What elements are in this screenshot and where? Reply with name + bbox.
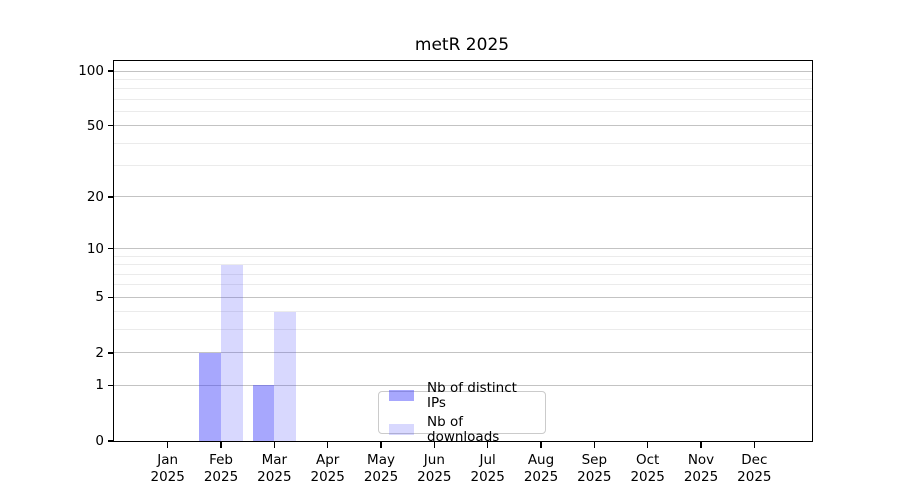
minor-gridline [114, 110, 812, 112]
major-gridline [114, 125, 812, 127]
x-tick-mark [326, 442, 329, 448]
y-tick-label: 20 [86, 188, 104, 205]
x-tick-label-oct: Oct 2025 [630, 452, 665, 485]
minor-gridline [114, 142, 812, 144]
x-tick-mark [700, 442, 702, 448]
x-tick-mark [380, 442, 382, 448]
major-gridline [114, 196, 812, 198]
y-tick-mark [108, 125, 114, 127]
legend-swatch-distinct-ips [389, 390, 414, 401]
x-tick-mark [486, 442, 489, 448]
y-tick-label: 2 [95, 344, 104, 361]
x-tick-mark [540, 442, 542, 448]
x-tick-label-nov: Nov 2025 [683, 452, 719, 485]
x-tick-label-jan: Jan 2025 [150, 452, 185, 485]
x-tick-label-apr: Apr 2025 [310, 452, 345, 485]
x-tick-mark [273, 442, 276, 448]
minor-gridline [114, 311, 812, 313]
y-tick-label: 100 [78, 63, 104, 79]
y-tick-label: 1 [95, 377, 104, 394]
bar-distinct-ips-mar [252, 385, 275, 441]
x-tick-mark [753, 442, 756, 448]
x-tick-mark [433, 442, 436, 448]
y-tick-label: 50 [86, 117, 104, 134]
x-tick-label-dec: Dec 2025 [737, 452, 772, 485]
y-tick-mark [108, 352, 114, 354]
y-tick-mark [108, 384, 114, 387]
legend-label-distinct-ips: Nb of distinct IPs [427, 379, 517, 411]
minor-gridline [114, 264, 812, 266]
x-tick-label-aug: Aug 2025 [523, 452, 559, 485]
bar-distinct-ips-feb [199, 352, 222, 441]
minor-gridline [114, 88, 812, 90]
x-tick-label-mar: Mar 2025 [257, 452, 292, 485]
legend-item-downloads: Nb of downloads [389, 413, 535, 445]
minor-gridline [114, 255, 812, 257]
minor-gridline [114, 284, 812, 286]
bar-downloads-feb [221, 264, 243, 441]
x-tick-label-jul: Jul 2025 [470, 452, 505, 485]
x-tick-label-may: May 2025 [363, 452, 399, 485]
major-gridline [114, 384, 812, 386]
x-tick-mark [167, 442, 169, 448]
minor-gridline [114, 165, 812, 167]
y-tick-mark [108, 196, 114, 198]
y-tick-label: 5 [95, 289, 104, 306]
y-tick-mark [108, 440, 114, 442]
x-tick-mark [593, 442, 596, 448]
legend-swatch-downloads [389, 424, 414, 435]
x-tick-mark [220, 442, 222, 448]
major-gridline [114, 352, 812, 354]
x-tick-label-sep: Sep 2025 [577, 452, 612, 485]
y-tick-mark [108, 296, 114, 299]
bar-downloads-mar [274, 311, 296, 441]
x-tick-label-feb: Feb 2025 [203, 452, 239, 485]
chart-title: metR 2025 [414, 35, 510, 55]
major-gridline [114, 296, 812, 298]
x-tick-label-jun: Jun 2025 [417, 452, 452, 485]
plot-area: 0 1 2 5 10 20 50 100 Jan 2025 Feb 2025 Mar 2025 Apr 20… [78, 60, 813, 485]
minor-gridline [114, 78, 812, 80]
major-gridline [114, 248, 812, 250]
minor-gridline [114, 273, 812, 275]
y-tick-label: 0 [95, 433, 104, 449]
y-tick-mark [108, 70, 114, 72]
legend-label-downloads: Nb of downloads [427, 413, 500, 445]
x-tick-mark [646, 442, 649, 448]
minor-gridline [114, 98, 812, 100]
legend-item-distinct-ips: Nb of distinct IPs [389, 379, 535, 411]
minor-gridline [114, 329, 812, 331]
legend: Nb of distinct IPs Nb of downloads [378, 380, 546, 444]
y-tick-label: 10 [86, 240, 104, 257]
major-gridline [114, 70, 812, 72]
y-tick-mark [108, 248, 114, 250]
